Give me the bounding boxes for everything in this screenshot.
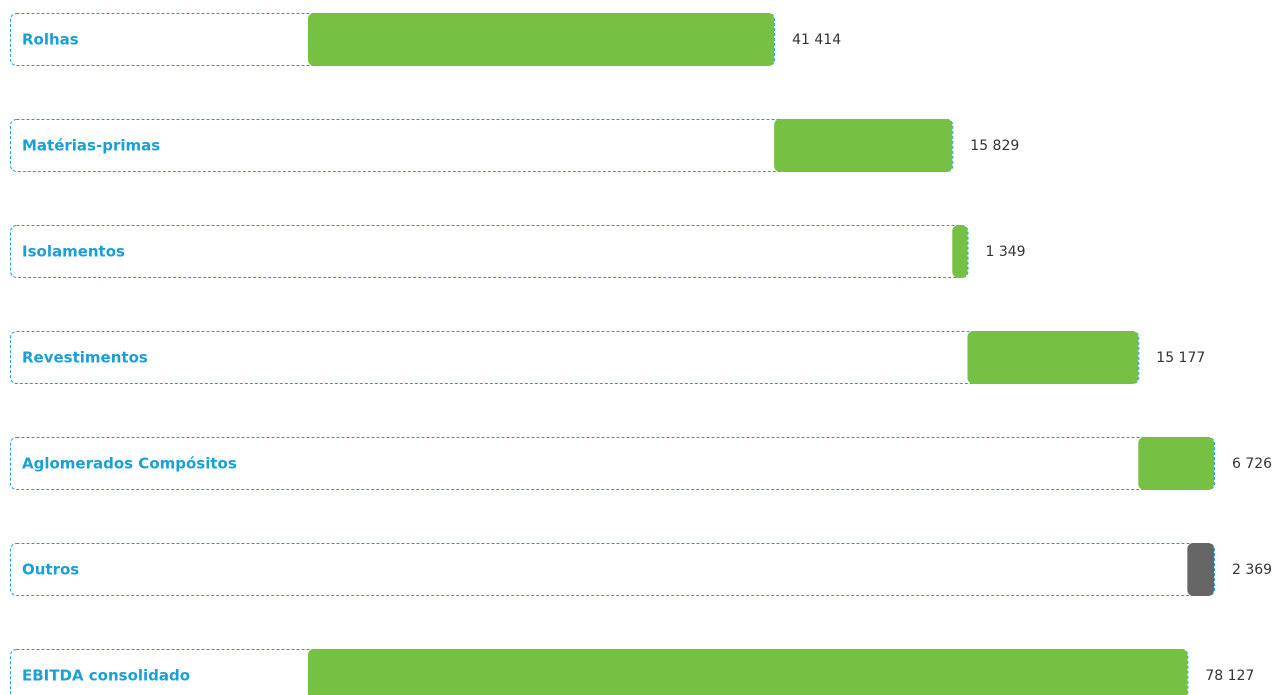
bar	[774, 119, 953, 172]
value-label: 15 177	[1156, 350, 1205, 366]
category-label: Rolhas	[22, 31, 79, 49]
category-label: Matérias-primas	[22, 137, 160, 155]
value-label: 1 349	[985, 244, 1025, 260]
bar	[308, 13, 775, 66]
category-label: EBITDA consolidado	[22, 667, 190, 685]
value-label: 78 127	[1205, 668, 1254, 684]
row-box	[10, 119, 954, 172]
row-box	[10, 331, 1140, 384]
category-label: Revestimentos	[22, 349, 148, 367]
category-label: Outros	[22, 561, 79, 579]
row-box	[10, 225, 969, 278]
value-label: 15 829	[970, 138, 1019, 154]
bar	[1138, 437, 1214, 490]
value-label: 6 726	[1232, 456, 1272, 472]
bar	[308, 649, 1188, 695]
row-box	[10, 437, 1215, 490]
value-label: 2 369	[1232, 562, 1272, 578]
value-label: 41 414	[792, 32, 841, 48]
category-label: Isolamentos	[22, 243, 125, 261]
row-box	[10, 543, 1215, 596]
bar	[1187, 543, 1214, 596]
bar	[967, 331, 1139, 384]
bar	[952, 225, 968, 278]
category-label: Aglomerados Compósitos	[22, 455, 237, 473]
